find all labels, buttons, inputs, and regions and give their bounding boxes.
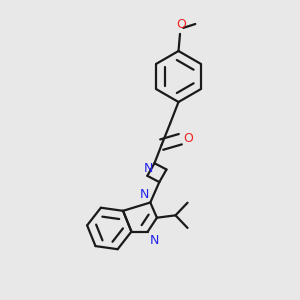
Text: N: N [149,234,159,247]
Text: N: N [140,188,149,201]
Text: O: O [183,132,193,145]
Text: O: O [176,19,186,32]
Text: N: N [144,162,153,175]
